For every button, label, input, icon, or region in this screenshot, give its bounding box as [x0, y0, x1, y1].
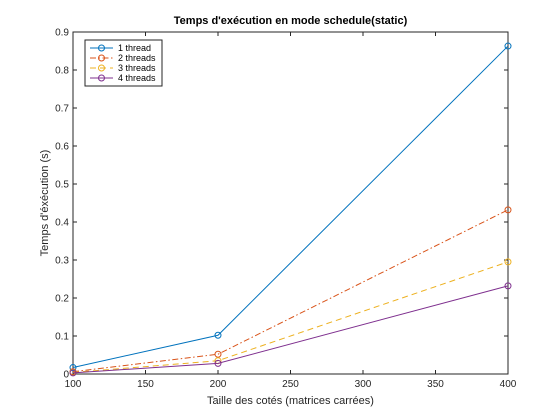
x-axis-title: Taille des cotés (matrices carrées) — [207, 395, 374, 407]
series-line-2 — [72, 209, 509, 373]
data-point — [504, 258, 512, 266]
legend-entry-label: 4 threads — [118, 73, 156, 83]
series-layer — [69, 42, 512, 377]
x-tick-label: 250 — [282, 379, 299, 390]
y-tick-label: 0.6 — [55, 142, 69, 153]
data-point — [214, 331, 222, 339]
legend-entry-label: 2 threads — [118, 53, 156, 63]
legend-swatch-marker — [98, 74, 105, 82]
x-tick-label: 350 — [427, 379, 444, 390]
legend-entry-label: 1 thread — [118, 43, 151, 53]
chart-title: Temps d'exécution en mode schedule(stati… — [174, 15, 408, 27]
data-point — [69, 369, 77, 377]
series-line-4 — [72, 285, 509, 374]
y-tick-label: 0.4 — [55, 218, 69, 229]
legend-swatch-marker — [98, 54, 105, 62]
y-tick-label: 0.2 — [55, 294, 69, 305]
y-tick-label: 0.9 — [55, 28, 69, 39]
y-axis-title: Temps d'éxécution (s) — [39, 150, 51, 257]
data-point — [214, 359, 222, 367]
data-point — [504, 282, 512, 290]
data-point — [504, 42, 512, 50]
x-tick-label: 200 — [210, 379, 227, 390]
x-tick-label: 100 — [65, 379, 82, 390]
y-tick-label: 0.7 — [55, 104, 69, 115]
y-tick-label: 0.3 — [55, 256, 69, 267]
y-axis: 0 0.1 0.2 0.3 0.4 0.5 0.6 0.7 0.8 0.9 — [55, 28, 508, 381]
y-tick-label: 0.8 — [55, 66, 69, 77]
x-axis: 100 150 200 250 300 350 400 — [65, 32, 517, 390]
plot-area — [72, 31, 509, 375]
series-line-1 — [72, 45, 509, 369]
data-point — [504, 206, 512, 214]
x-tick-label: 300 — [355, 379, 372, 390]
legend-swatch-marker — [98, 64, 105, 72]
x-tick-label: 150 — [137, 379, 154, 390]
x-tick-label: 400 — [500, 379, 517, 390]
data-point — [69, 364, 77, 372]
legend-swatch-marker — [98, 44, 105, 52]
y-tick-label: 0.5 — [55, 180, 69, 191]
legend-entry-label: 3 threads — [118, 63, 156, 73]
y-tick-label: 0 — [63, 370, 69, 381]
y-tick-label: 0.1 — [55, 332, 69, 343]
